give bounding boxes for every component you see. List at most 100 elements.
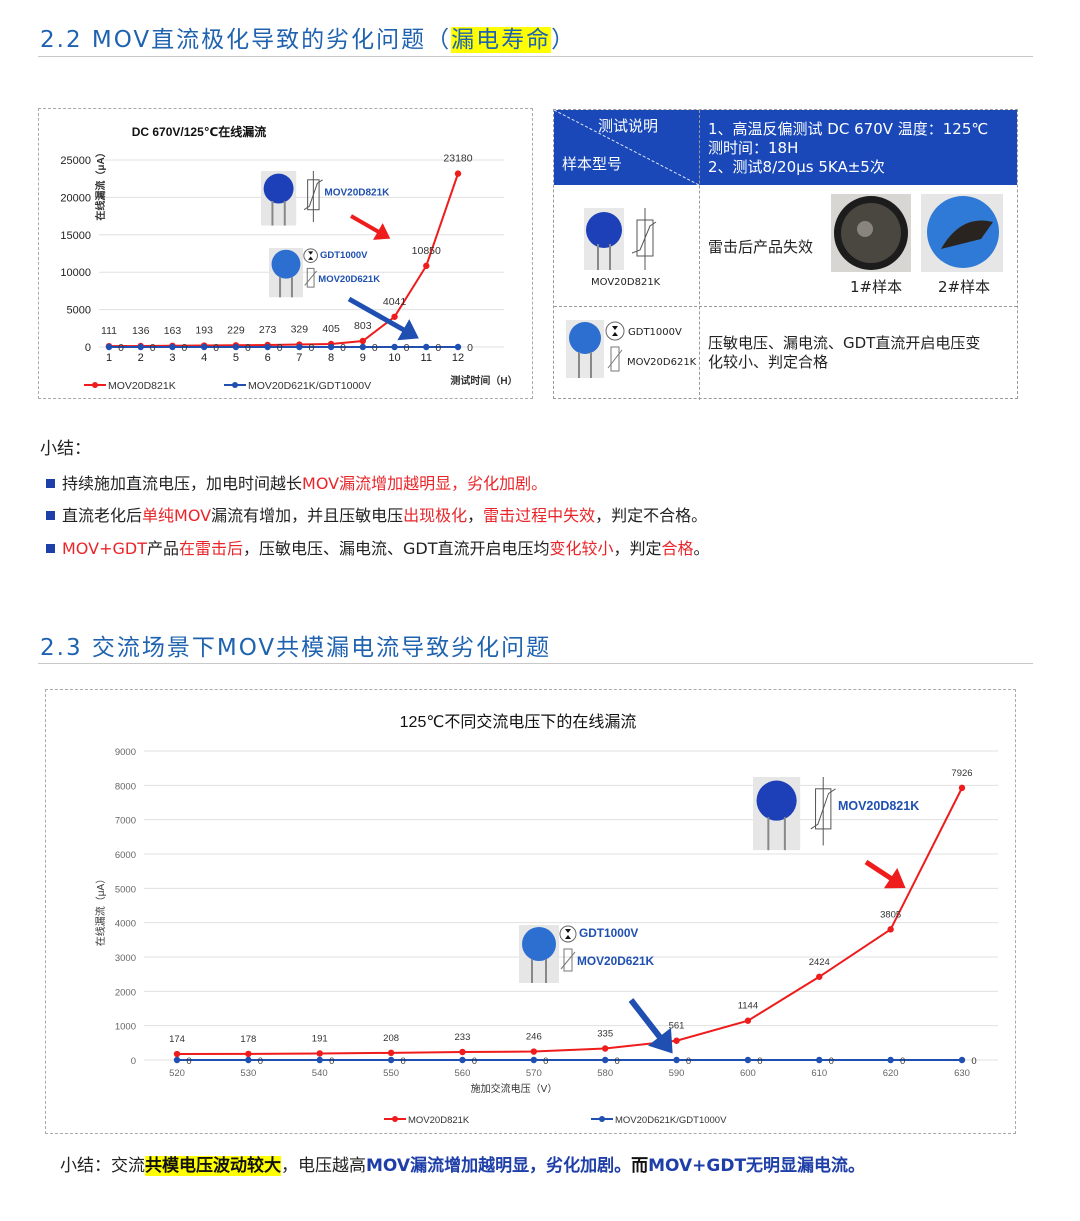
data-point — [245, 1050, 252, 1058]
data-point — [232, 343, 240, 351]
row1-result: 雷击后产品失效 — [708, 238, 814, 256]
data-point — [169, 343, 176, 351]
data-point — [316, 1050, 323, 1057]
chart-1-frame: DC 670V/125℃在线漏流 0 5000 10000 15000 20000 2500… — [38, 108, 533, 399]
x-tick-label: 590 — [669, 1068, 685, 1079]
data-label: 174 — [169, 1034, 185, 1045]
test-table: 测试说明 样本型号 1、高温反偏测试 DC 670V 温度：125℃ 测时间：1… — [553, 109, 1018, 400]
row1-model: MOV20D821K — [591, 277, 661, 288]
text-run: 而 — [631, 1156, 649, 1176]
data-point — [423, 343, 430, 351]
varistor-symbol-icon — [306, 267, 315, 288]
data-label: 178 — [240, 1034, 256, 1045]
varistor-symbol-slash — [304, 270, 317, 286]
diagonal-divider — [554, 110, 699, 185]
data-point — [454, 170, 462, 177]
legend-label: MOV20D621K/GDT1000V — [248, 380, 371, 392]
text-run: ，判定 — [613, 539, 662, 558]
blue-arrow-icon-head — [648, 1027, 673, 1054]
varistor-symbol-slash — [560, 951, 576, 970]
blue-arrow-icon — [347, 296, 413, 337]
data-point — [391, 343, 398, 351]
data-point — [359, 343, 367, 351]
data-label: 1144 — [738, 1001, 758, 1012]
data-label: 229 — [227, 324, 245, 336]
summary-bullet: 直流老化后单纯MOV漏流有增加，并且压敏电压出现极化，雷击过程中失效，判定不合格… — [46, 502, 707, 526]
row2-model-gdt: GDT1000V — [628, 327, 682, 338]
text-run: 变化较小 — [549, 539, 614, 558]
text-run: 漏流有增加，并且压敏电压 — [211, 506, 404, 525]
product-label: GDT1000V — [320, 250, 368, 261]
bullet-square-icon — [46, 479, 55, 488]
text-run: ，判定不合格。 — [595, 506, 708, 525]
data-point — [264, 343, 271, 351]
data-label: 0 — [258, 1056, 263, 1067]
data-label: 0 — [372, 342, 378, 354]
y-tick-label: 5000 — [67, 305, 91, 317]
heading-suffix: ） — [551, 27, 577, 53]
series-line-0 — [108, 173, 459, 348]
data-label: 10850 — [412, 245, 441, 257]
data-label: 0 — [971, 1056, 976, 1067]
data-point — [887, 1056, 894, 1064]
legend-label: MOV20D821K — [408, 1115, 470, 1126]
x-tick-label: 4 — [201, 352, 207, 364]
data-point — [958, 1056, 966, 1064]
mov821k-photo-icon — [584, 208, 657, 270]
gdt-symbol-icon — [303, 248, 318, 263]
data-label: 803 — [354, 320, 372, 332]
data-point — [601, 1045, 609, 1052]
x-tick-label: 12 — [452, 352, 464, 364]
data-point — [105, 343, 113, 351]
y-tick-label: 20000 — [60, 192, 91, 204]
data-point — [530, 1048, 538, 1055]
y-axis-label: 在线漏流（μA） — [94, 147, 107, 220]
y-tick-label: 1000 — [115, 1022, 136, 1033]
data-label: 0 — [686, 1056, 691, 1067]
data-point — [173, 1056, 181, 1064]
data-label: 233 — [455, 1032, 471, 1043]
sample-1-label: 1#样本 — [850, 278, 903, 296]
bullet-square-icon — [46, 511, 55, 520]
section-heading-2-3: 2.3 交流场景下MOV共模漏电流导致劣化问题 — [40, 635, 552, 661]
gdt-symbol-icon — [559, 925, 577, 943]
data-label: 0 — [615, 1056, 620, 1067]
text-run: 共模电压波动较大 — [145, 1156, 281, 1176]
varistor-disc-icon — [522, 927, 556, 961]
data-point — [137, 343, 144, 351]
bullet-square-icon — [46, 544, 55, 553]
legend-label: MOV20D821K — [108, 380, 176, 392]
data-label: 163 — [164, 325, 182, 337]
data-point — [387, 1056, 395, 1064]
data-point — [316, 1056, 323, 1064]
blue-arrow-icon-head — [397, 319, 419, 341]
x-tick-label: 8 — [328, 352, 334, 364]
text-run: 单纯MOV — [142, 506, 212, 525]
data-label: 0 — [435, 342, 441, 354]
text-run: MOV+GDT无明显漏电流。 — [648, 1156, 866, 1176]
varistor-disc-icon — [263, 173, 294, 204]
varistor-disc-icon — [271, 249, 301, 279]
data-label: 4041 — [383, 296, 407, 308]
summary-1-title: 小结： — [40, 439, 91, 459]
product-label: MOV20D821K — [324, 188, 390, 199]
data-label: 246 — [526, 1032, 542, 1043]
y-tick-label: 0 — [85, 342, 91, 354]
header-sample-model: 样本型号 — [562, 155, 623, 173]
data-label: 7926 — [951, 768, 972, 779]
data-label: 0 — [308, 342, 314, 354]
varistor-symbol-icon — [563, 948, 573, 972]
data-label: 3805 — [880, 909, 901, 920]
y-tick-label: 5000 — [115, 884, 136, 895]
data-label: 0 — [400, 1056, 405, 1067]
y-axis-label: 在线漏流（μA） — [94, 874, 107, 946]
result-line: 化较小、判定合格 — [708, 353, 829, 371]
divider — [38, 56, 1033, 57]
data-point — [744, 1017, 752, 1024]
data-point — [245, 1056, 252, 1064]
x-tick-label: 530 — [240, 1068, 256, 1079]
data-label: 0 — [213, 342, 219, 354]
divider — [38, 663, 1033, 664]
data-label: 191 — [312, 1033, 328, 1044]
x-tick-label: 2 — [138, 352, 144, 364]
